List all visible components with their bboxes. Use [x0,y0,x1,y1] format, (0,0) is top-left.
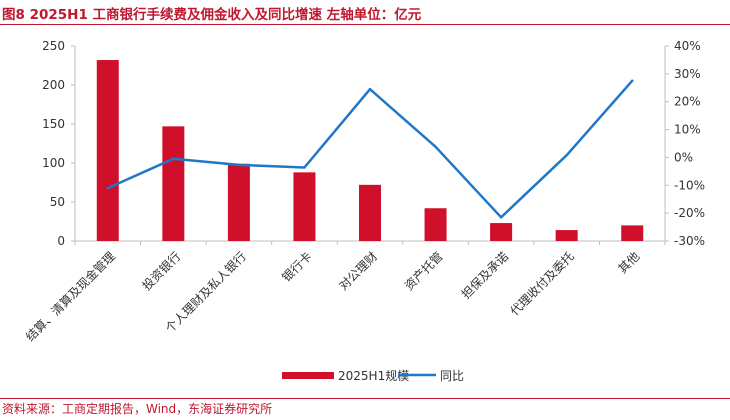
bar [621,225,644,241]
right-axis-tick-label: -20% [674,206,705,220]
bar [424,208,447,241]
left-axis-tick-label: 50 [50,195,65,209]
figure-source: 资料来源：工商定期报告，Wind，东海证券研究所 [2,402,273,416]
yoy-point [565,154,568,157]
yoy-point [237,163,241,167]
yoy-point [631,79,634,83]
yoy-point [434,145,437,149]
bar [490,223,513,241]
x-axis-category-label: 资产托管 [401,249,446,294]
yoy-point [368,87,372,91]
x-axis-category-label: 对公理财 [336,249,380,293]
figure-title: 图8 2025H1 工商银行手续费及佣金收入及同比增速 左轴单位：亿元 [2,7,422,23]
bar [96,60,119,241]
right-axis-tick-label: -30% [674,234,705,248]
legend-bar-swatch [282,372,334,379]
right-axis-tick-label: 0% [674,150,693,164]
bar [555,230,578,241]
left-axis-tick-label: 100 [42,156,65,170]
bar [359,184,381,241]
source-rule [0,398,730,399]
bar [293,172,316,241]
left-axis-tick-label: 200 [42,78,65,92]
right-axis-tick-label: 20% [674,95,701,109]
right-axis-tick-label: -10% [674,178,705,192]
left-axis-tick-label: 150 [42,117,65,131]
x-axis-category-label: 担保及承诺 [459,249,511,301]
x-axis-category-label: 代理收付及委托 [507,249,576,318]
title-rule [0,24,730,25]
bar [227,163,250,241]
right-axis-tick-label: 10% [674,123,701,137]
legend-bar-label: 2025H1规模 [338,368,409,383]
yoy-point [499,216,503,219]
yoy-point [106,186,109,190]
x-axis-category-label: 其他 [615,249,642,276]
bar [162,126,185,241]
right-axis-tick-label: 40% [674,39,701,53]
yoy-point [303,166,306,169]
left-axis-tick-label: 0 [57,234,65,248]
x-axis-category-label: 结算、清算及现金管理 [22,249,117,344]
x-axis-category-label: 投资银行 [139,249,184,294]
left-axis-tick-label: 250 [42,39,65,53]
x-axis-category-label: 银行卡 [279,249,314,284]
legend-line-label: 同比 [440,369,464,383]
yoy-point [172,157,175,161]
right-axis-tick-label: 30% [674,67,701,81]
